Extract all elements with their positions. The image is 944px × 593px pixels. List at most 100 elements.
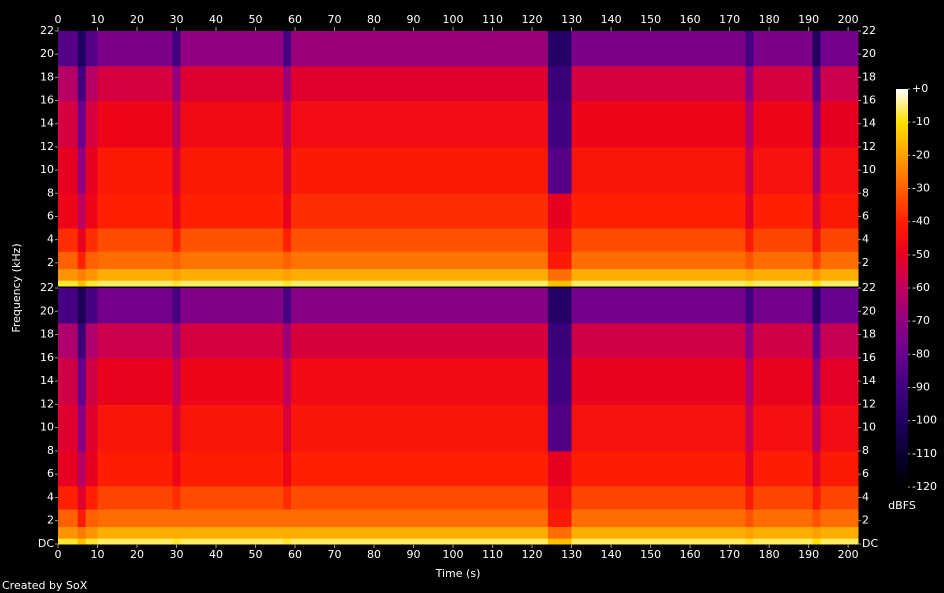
y-tick-label: 12	[40, 397, 54, 410]
spectrogram-cell	[571, 65, 746, 102]
x-tick-label-top: 0	[55, 13, 62, 26]
spectrogram-cell	[571, 450, 746, 487]
spectrogram-cell	[753, 357, 814, 405]
spectrogram-cell	[180, 288, 284, 324]
spectrogram-cell	[820, 65, 859, 102]
x-tick-label: 180	[759, 548, 780, 561]
spectrogram-cell	[172, 288, 181, 324]
x-tick-label: 140	[601, 548, 622, 561]
spectrogram-cell	[283, 288, 292, 324]
spectrogram-cell	[547, 146, 573, 194]
spectrogram-cell	[97, 357, 174, 405]
spectrogram-cell	[58, 322, 79, 359]
spectrogram-cell	[753, 65, 814, 102]
spectrogram-cell	[283, 268, 292, 281]
spectrogram-cell	[77, 357, 87, 405]
spectrogram-cell	[745, 404, 754, 452]
y-tick-label: 22	[40, 281, 54, 294]
x-tick-label-top: 60	[288, 13, 302, 26]
spectrogram-cell	[753, 288, 814, 324]
spectrogram-cell	[820, 280, 859, 287]
spectrogram-cell	[745, 31, 754, 67]
y-tick-label-right: 8	[862, 186, 869, 199]
spectrogram-cell	[283, 146, 292, 194]
spectrogram-cell	[77, 404, 87, 452]
spectrogram-cell	[172, 450, 181, 487]
spectrogram-cell	[58, 526, 79, 539]
spectrogram-cell	[753, 509, 814, 528]
spectrogram-cell	[58, 100, 79, 148]
spectrogram-cell	[571, 251, 746, 270]
spectrogram-cell	[85, 357, 99, 405]
x-tick-label-top: 20	[130, 13, 144, 26]
spectrogram-cell	[180, 526, 284, 539]
spectrogram-cell	[172, 357, 181, 405]
spectrogram-cell	[283, 322, 292, 359]
colorbar-tick-label: -30	[912, 182, 930, 195]
spectrogram-cell	[85, 193, 99, 229]
spectrogram-cell	[820, 509, 859, 528]
x-tick-label-top: 110	[482, 13, 503, 26]
spectrogram-cell	[283, 31, 292, 67]
spectrogram-cell	[820, 485, 859, 510]
y-tick-label-right: 12	[862, 397, 876, 410]
x-tick-label-top: 100	[443, 13, 464, 26]
colorbar-tick-label: -50	[912, 248, 930, 261]
x-tick-label: 160	[680, 548, 701, 561]
spectrogram-cell	[283, 357, 292, 405]
x-tick-label: 110	[482, 548, 503, 561]
spectrogram-cell	[820, 288, 859, 324]
y-tick-label-right: 10	[862, 421, 876, 434]
spectrogram-cell	[172, 100, 181, 148]
colorbar-tick-label: +0	[912, 82, 928, 95]
spectrogram-cell	[283, 404, 292, 452]
spectrogram-cell	[97, 526, 174, 539]
spectrogram-cell	[180, 251, 284, 270]
spectrogram-cell	[97, 288, 174, 324]
spectrogram-cell	[58, 228, 79, 252]
spectrogram-cell	[745, 509, 754, 528]
spectrogram-cell	[180, 146, 284, 194]
spectrogram-cell	[180, 450, 284, 487]
y-tick-label: 2	[47, 514, 54, 527]
spectrogram-cell	[85, 509, 99, 528]
y-tick-label-right: DC	[862, 537, 878, 550]
spectrogram-cell	[820, 538, 859, 545]
spectrogram-cell	[77, 146, 87, 194]
spectrogram-cell	[291, 357, 549, 405]
y-tick-label-right: 22	[862, 24, 876, 37]
spectrogram-cell	[812, 322, 821, 359]
colorbar-tick-label: -60	[912, 281, 930, 294]
colorbar-label: dBFS	[888, 499, 916, 512]
spectrogram-cell	[58, 268, 79, 281]
y-tick-label-right: 14	[862, 117, 876, 130]
spectrogram-cell	[745, 280, 754, 287]
x-tick-label: 50	[249, 548, 263, 561]
spectrogram-cell	[812, 65, 821, 102]
spectrogram-cell	[571, 404, 746, 452]
spectrogram-cell	[812, 485, 821, 510]
spectrogram-cell	[571, 146, 746, 194]
x-tick-label: 90	[407, 548, 421, 561]
spectrogram-cell	[180, 280, 284, 287]
spectrogram-cell	[820, 322, 859, 359]
y-tick-label-right: 6	[862, 467, 869, 480]
spectrogram-cell	[820, 357, 859, 405]
y-tick-label: 8	[47, 186, 54, 199]
spectrogram-cell	[547, 288, 573, 324]
y-tick-label-right: 18	[862, 328, 876, 341]
spectrogram-cell	[180, 65, 284, 102]
colorbar-tick-label: -120	[912, 480, 937, 493]
y-tick-label-right: 6	[862, 209, 869, 222]
spectrogram-cell	[58, 357, 79, 405]
x-tick-label-top: 10	[91, 13, 105, 26]
spectrogram-cell	[753, 251, 814, 270]
spectrogram-cell	[745, 100, 754, 148]
spectrogram-cell	[812, 31, 821, 67]
spectrogram-cell	[745, 322, 754, 359]
spectrogram-cell	[812, 404, 821, 452]
spectrogram-cell	[820, 526, 859, 539]
spectrogram-cell	[97, 31, 174, 67]
spectrogram-cell	[820, 100, 859, 148]
spectrogram-cell	[571, 526, 746, 539]
